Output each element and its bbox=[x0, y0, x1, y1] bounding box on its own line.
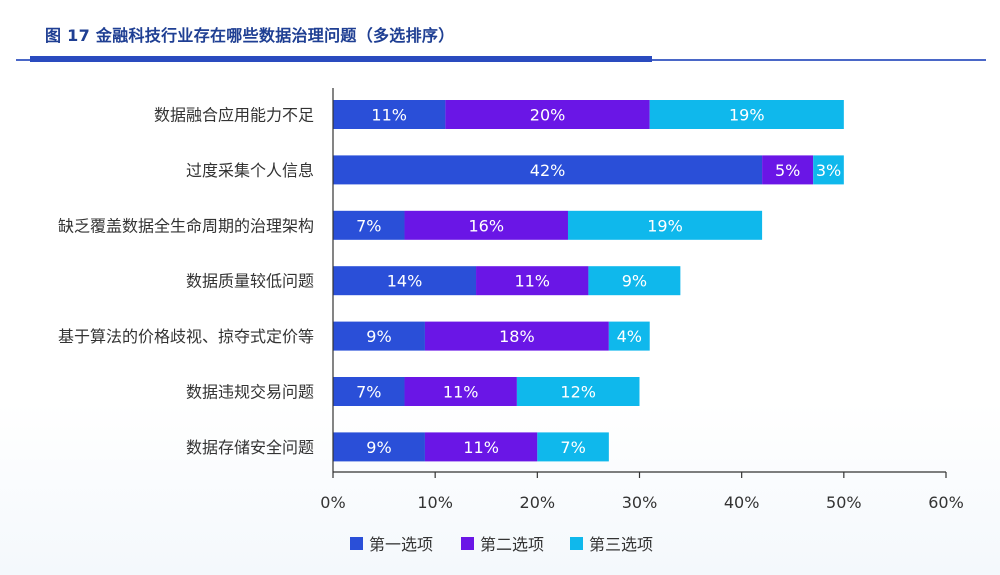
data-label: 16% bbox=[468, 216, 504, 235]
data-label: 42% bbox=[530, 161, 566, 180]
data-label: 3% bbox=[816, 161, 841, 180]
x-tick-label: 50% bbox=[826, 493, 862, 512]
bar-segment bbox=[424, 432, 538, 462]
data-label: 11% bbox=[371, 106, 407, 125]
bar-segment bbox=[333, 210, 405, 240]
bar-segment bbox=[588, 266, 681, 296]
legend-label: 第一选项 bbox=[369, 535, 433, 554]
legend-swatch bbox=[461, 537, 474, 550]
data-label: 9% bbox=[622, 272, 647, 291]
bar-segment bbox=[537, 432, 609, 462]
bar-segment bbox=[333, 266, 477, 296]
header-rule-thick bbox=[30, 56, 652, 62]
bar-segment bbox=[476, 266, 589, 296]
bar-segment bbox=[813, 155, 844, 185]
x-tick-label: 40% bbox=[724, 493, 760, 512]
category-label: 数据融合应用能力不足 bbox=[154, 106, 314, 125]
bar-segment bbox=[445, 100, 650, 129]
bar-segment bbox=[424, 321, 609, 351]
legend-label: 第三选项 bbox=[589, 535, 653, 554]
data-label: 11% bbox=[514, 272, 550, 291]
x-tick-label: 10% bbox=[417, 493, 453, 512]
category-label: 缺乏覆盖数据全生命周期的治理架构 bbox=[58, 216, 314, 235]
data-label: 4% bbox=[617, 327, 642, 346]
x-tick-label: 20% bbox=[520, 493, 556, 512]
legend-label: 第二选项 bbox=[480, 535, 544, 554]
data-label: 7% bbox=[560, 438, 585, 457]
bar-segment bbox=[404, 377, 517, 406]
bar-segment bbox=[567, 210, 763, 240]
bar-segment bbox=[649, 100, 844, 129]
bar-segment bbox=[333, 155, 763, 185]
bar-segment bbox=[333, 377, 405, 406]
data-label: 5% bbox=[775, 161, 800, 180]
data-label: 19% bbox=[729, 106, 765, 125]
bar-segment bbox=[333, 432, 425, 462]
bar-segment bbox=[516, 377, 640, 406]
category-label: 过度采集个人信息 bbox=[186, 161, 314, 180]
data-label: 14% bbox=[387, 272, 423, 291]
data-label: 18% bbox=[499, 327, 535, 346]
bar-segment bbox=[608, 321, 650, 351]
data-label: 11% bbox=[463, 438, 499, 457]
bar-segment bbox=[762, 155, 814, 185]
data-label: 7% bbox=[356, 216, 381, 235]
data-label: 9% bbox=[366, 438, 391, 457]
data-label: 12% bbox=[560, 383, 596, 402]
data-label: 7% bbox=[356, 383, 381, 402]
category-label: 基于算法的价格歧视、掠夺式定价等 bbox=[58, 327, 314, 346]
x-tick-label: 0% bbox=[320, 493, 345, 512]
x-tick-label: 60% bbox=[928, 493, 964, 512]
category-label: 数据违规交易问题 bbox=[186, 383, 314, 402]
data-label: 9% bbox=[366, 327, 391, 346]
bar-segment bbox=[404, 210, 568, 240]
category-label: 数据存储安全问题 bbox=[186, 438, 314, 457]
data-label: 19% bbox=[647, 216, 683, 235]
data-label: 20% bbox=[530, 106, 566, 125]
bar-segment bbox=[333, 321, 425, 351]
chart-title: 图 17 金融科技行业存在哪些数据治理问题（多选排序） bbox=[45, 26, 455, 45]
legend-swatch bbox=[350, 537, 363, 550]
bar-segment bbox=[333, 100, 446, 129]
x-tick-label: 30% bbox=[622, 493, 658, 512]
legend-swatch bbox=[570, 537, 583, 550]
category-label: 数据质量较低问题 bbox=[186, 272, 314, 291]
data-label: 11% bbox=[443, 383, 479, 402]
